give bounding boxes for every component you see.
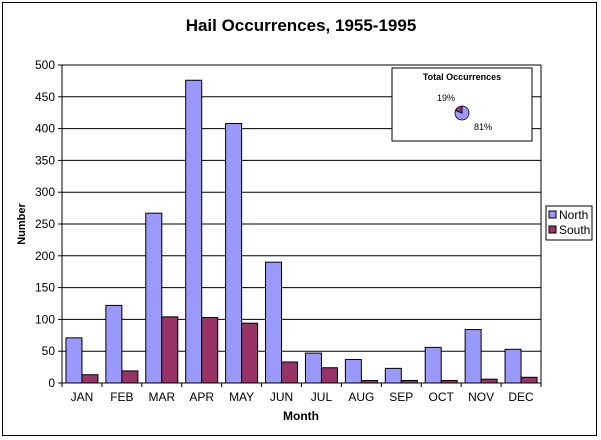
bar-south-dec — [520, 376, 538, 384]
x-tick-label: JUL — [311, 390, 333, 404]
bar-north-apr — [185, 79, 203, 384]
x-tick-label: SEP — [389, 390, 413, 404]
bar-north-dec — [504, 348, 522, 384]
y-tick-label: 450 — [35, 90, 55, 104]
bar-north-feb — [105, 304, 123, 384]
x-tick-labels: JAN FEB MAR APR MAY JUN JUL AUG SEP OCT NOV DEC — [71, 390, 534, 404]
y-tick-label: 500 — [35, 58, 55, 72]
pie-label-south: 19% — [437, 93, 455, 103]
legend-swatch-north — [548, 210, 557, 219]
bar-south-nov — [480, 378, 498, 384]
x-tick-label: MAR — [148, 390, 175, 404]
bar-north-oct — [424, 346, 442, 384]
legend-swatch-south — [548, 225, 557, 234]
y-tick-label: 150 — [35, 281, 55, 295]
y-tick-label: 350 — [35, 153, 55, 167]
bar-south-jul — [320, 367, 338, 384]
axes — [61, 64, 542, 384]
x-axis-label: Month — [283, 409, 319, 423]
x-tick-label: FEB — [110, 390, 133, 404]
y-tick-label: 100 — [35, 312, 55, 326]
y-tick-label: 0 — [48, 376, 55, 390]
x-tick-label: JUN — [270, 390, 293, 404]
x-tick-label: APR — [189, 390, 214, 404]
pie-label-north: 81% — [474, 122, 492, 132]
bar-south-may — [241, 322, 259, 384]
bar-north-sep — [384, 367, 402, 384]
x-tick-label: NOV — [468, 390, 494, 404]
x-tick-label: MAY — [229, 390, 254, 404]
y-tick-label: 50 — [42, 344, 56, 358]
inset-title: Total Occurrences — [423, 72, 501, 82]
bar-north-nov — [464, 329, 482, 384]
bar-north-jul — [304, 352, 322, 384]
bar-north-jan — [65, 337, 83, 384]
legend-label-north: North — [559, 208, 588, 222]
legend-label-south: South — [559, 223, 590, 237]
y-tick-label: 400 — [35, 122, 55, 136]
y-axis-label: Number — [16, 203, 28, 245]
inset-pie-chart: Total Occurrences 81% 19% — [391, 67, 533, 142]
pie-slice-2 — [454, 105, 463, 114]
y-tick-label: 300 — [35, 185, 55, 199]
x-tick-label: AUG — [348, 390, 374, 404]
x-tick-label: DEC — [508, 390, 534, 404]
x-tick-label: OCT — [429, 390, 455, 404]
bar-north-mar — [145, 212, 163, 384]
bar-north-aug — [344, 358, 362, 384]
chart-title: Hail Occurrences, 1955-1995 — [186, 16, 417, 35]
y-tick-label: 250 — [35, 217, 55, 231]
bar-south-feb — [121, 370, 139, 384]
bar-south-jan — [81, 374, 99, 384]
bar-south-jun — [281, 361, 299, 384]
bars — [65, 79, 538, 384]
x-tick-label: JAN — [71, 390, 94, 404]
bar-north-jun — [265, 261, 283, 384]
y-tick-labels: 0 50 100 150 200 250 300 350 400 450 500 — [35, 58, 55, 390]
inset-box — [391, 67, 533, 142]
bar-south-mar — [161, 316, 179, 384]
y-tick-label: 200 — [35, 249, 55, 263]
bar-south-apr — [201, 316, 219, 384]
bar-north-may — [225, 123, 243, 384]
